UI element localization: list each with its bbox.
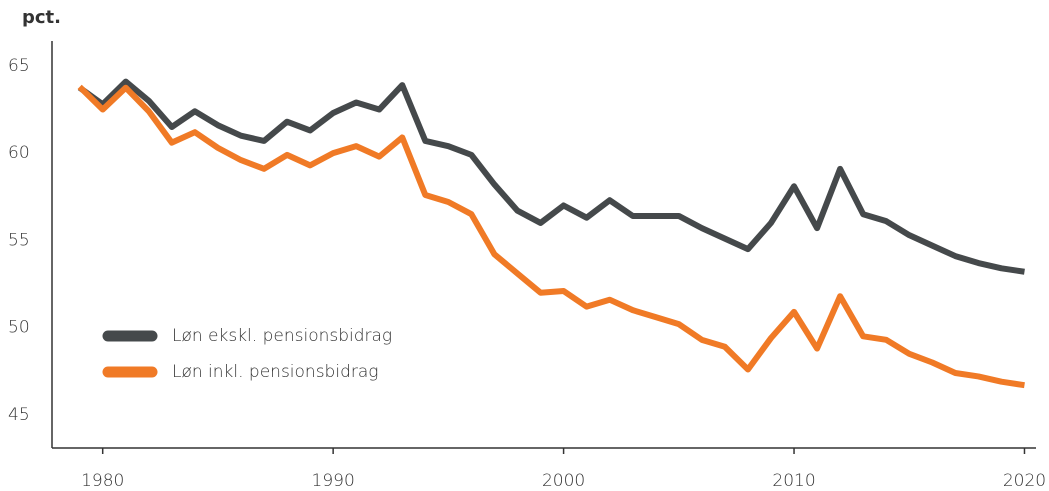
x-tick-label: 2010: [772, 471, 815, 491]
x-tick-label: 1980: [81, 471, 124, 491]
y-tick-label: 45: [8, 405, 30, 425]
y-tick-label: 60: [8, 143, 30, 163]
line-series: [77, 84, 1025, 389]
legend-label: Løn ekskl. pensionsbidrag: [172, 326, 392, 346]
x-tick-label: 1990: [312, 471, 355, 491]
y-tick-label: 55: [8, 230, 30, 250]
y-tick-label: 65: [8, 56, 30, 76]
legend-label: Løn inkl. pensionsbidrag: [172, 362, 378, 382]
y-axis-label: pct.: [22, 7, 61, 28]
line-series: [77, 78, 1025, 275]
x-tick-label: 2000: [542, 471, 585, 491]
x-tick-label: 2020: [1003, 471, 1046, 491]
y-tick-label: 50: [8, 318, 30, 338]
